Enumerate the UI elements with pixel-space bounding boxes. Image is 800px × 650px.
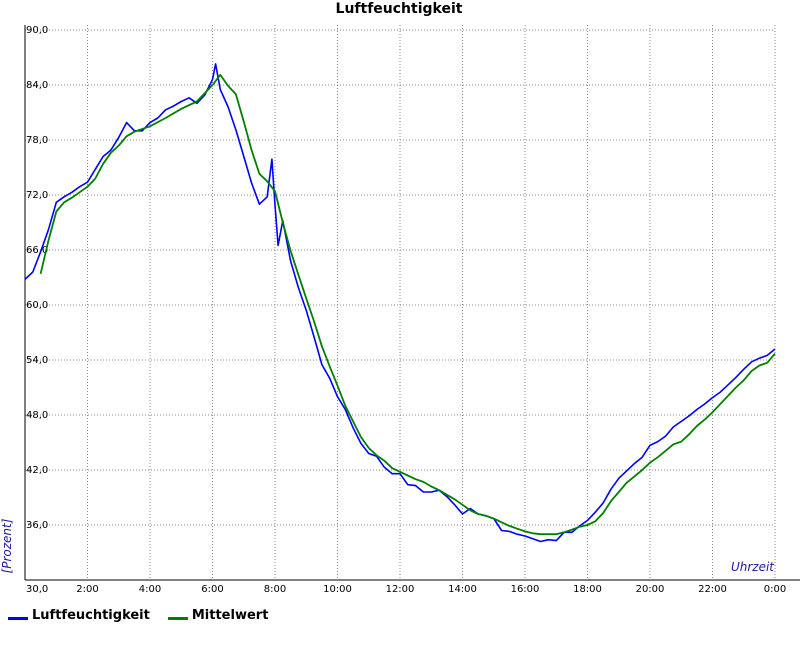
legend-item-humidity: Luftfeuchtigkeit xyxy=(8,608,150,623)
series-layer xyxy=(24,63,776,543)
y-axis-label: [Prozent] xyxy=(0,518,14,573)
legend-label-humidity: Luftfeuchtigkeit xyxy=(32,608,150,623)
legend-swatch-mean xyxy=(167,617,188,620)
y-axis-ticks: 30,0 36,0 42,0 48,0 54,0 60,0 66,0 72,0 78,0 84,0… xyxy=(26,25,48,595)
series-mean-line xyxy=(39,74,776,536)
x-tick-label: 20:00 xyxy=(636,584,665,595)
series-humidity-line xyxy=(24,63,776,543)
chart-title: Luftfeuchtigkeit xyxy=(336,1,463,17)
legend-label-mean: Mittelwert xyxy=(191,608,269,623)
y-tick-label: 84,0 xyxy=(26,80,48,91)
legend: Luftfeuchtigkeit Mittelwert xyxy=(8,608,268,623)
x-tick-label: 8:00 xyxy=(264,584,286,595)
x-tick-label: 14:00 xyxy=(448,584,477,595)
x-tick-label: 2:00 xyxy=(76,584,98,595)
grid xyxy=(25,25,776,580)
y-tick-label: 60,0 xyxy=(26,300,48,311)
y-tick-label: 36,0 xyxy=(26,520,48,531)
x-tick-label: 4:00 xyxy=(139,584,161,595)
x-tick-label: 6:00 xyxy=(201,584,223,595)
y-tick-label: 72,0 xyxy=(26,190,48,201)
y-tick-label: 42,0 xyxy=(26,465,48,476)
x-axis-ticks: 2:00 4:00 6:00 8:00 10:00 12:00 14:00 16:00 18:0… xyxy=(76,584,786,595)
x-axis-label: Uhrzeit xyxy=(731,560,775,574)
legend-item-mean: Mittelwert xyxy=(167,608,269,623)
x-tick-label: 0:00 xyxy=(764,584,786,595)
x-tick-label: 12:00 xyxy=(386,584,415,595)
y-tick-label: 66,0 xyxy=(26,245,48,256)
x-tick-label: 10:00 xyxy=(323,584,352,595)
y-tick-label: 48,0 xyxy=(26,410,48,421)
y-tick-label: 90,0 xyxy=(26,25,48,36)
x-tick-label: 16:00 xyxy=(511,584,540,595)
x-tick-label: 18:00 xyxy=(573,584,602,595)
y-tick-label: 78,0 xyxy=(26,135,48,146)
y-tick-label: 54,0 xyxy=(26,355,48,366)
plot-frame xyxy=(24,25,800,581)
y-tick-label: 30,0 xyxy=(26,584,48,595)
x-tick-label: 22:00 xyxy=(698,584,727,595)
legend-swatch-humidity xyxy=(8,617,28,620)
